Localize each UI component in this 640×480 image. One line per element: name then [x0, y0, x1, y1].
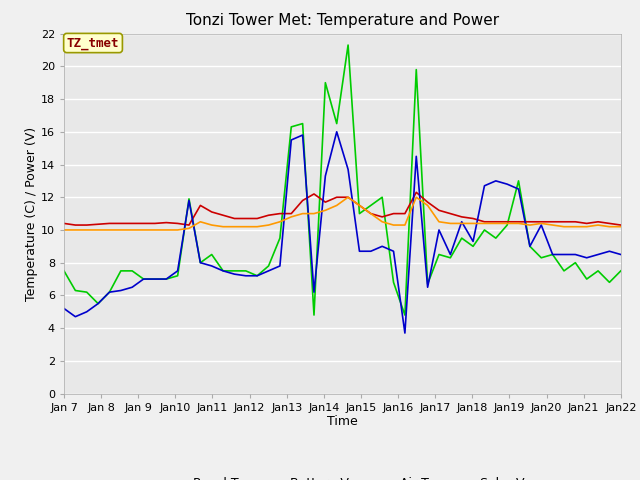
X-axis label: Time: Time — [327, 415, 358, 429]
Y-axis label: Temperature (C) / Power (V): Temperature (C) / Power (V) — [25, 127, 38, 300]
Text: TZ_tmet: TZ_tmet — [67, 36, 119, 49]
Title: Tonzi Tower Met: Temperature and Power: Tonzi Tower Met: Temperature and Power — [186, 13, 499, 28]
Legend: Panel T, Battery V, Air T, Solar V: Panel T, Battery V, Air T, Solar V — [156, 472, 529, 480]
